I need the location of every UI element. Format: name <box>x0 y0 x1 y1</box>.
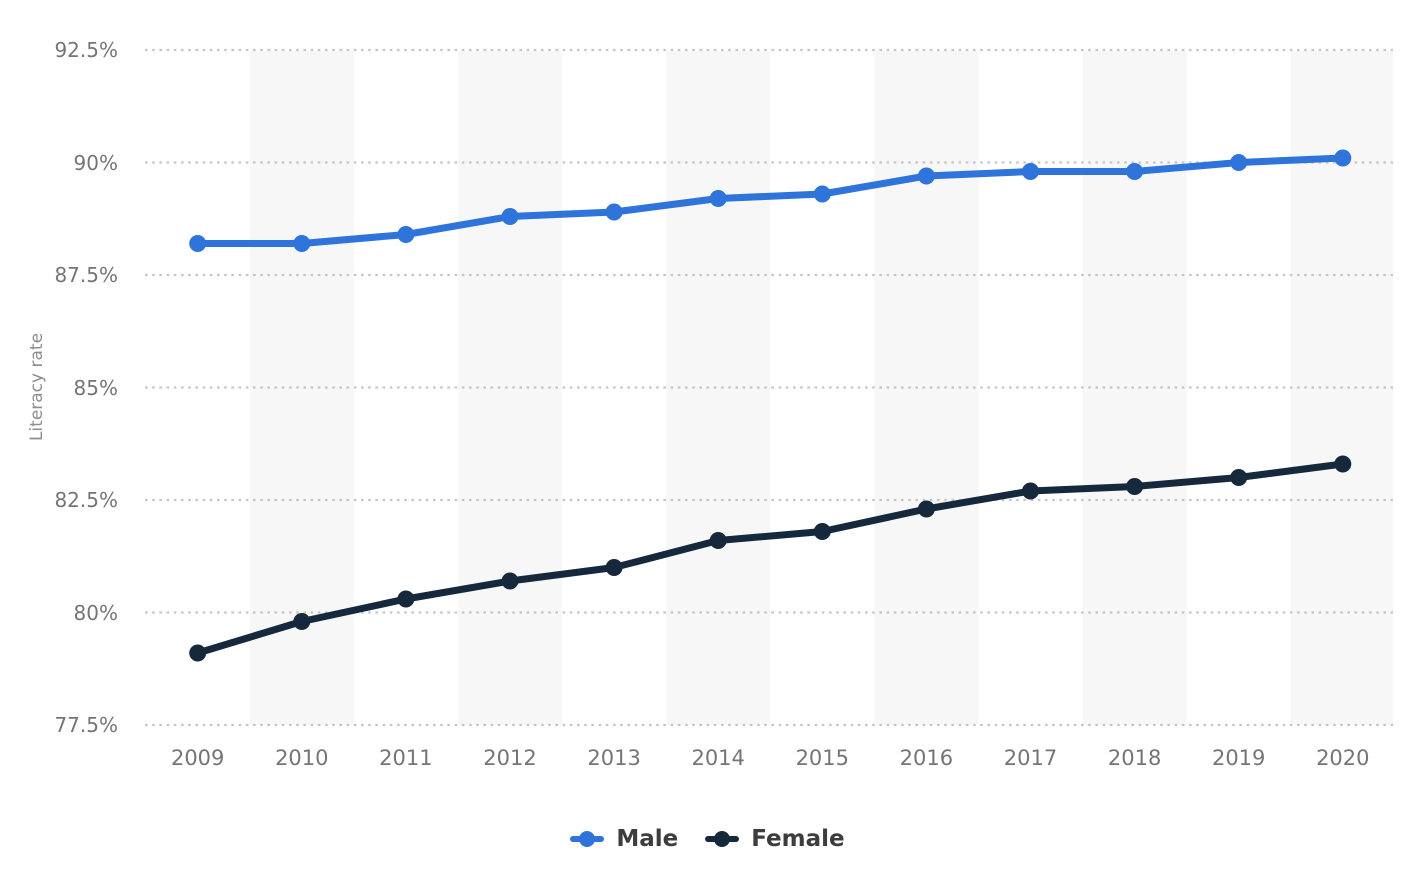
x-tick-label-2015: 2015 <box>795 746 850 770</box>
y-tick-label-92.5: 92.5% <box>54 38 118 62</box>
x-tick-label-2016: 2016 <box>899 746 954 770</box>
legend-label-female: Female <box>751 826 845 852</box>
female-point-2010[interactable] <box>293 613 311 630</box>
legend-item-male[interactable]: Male <box>569 826 678 852</box>
column-band-2018 <box>1082 51 1187 725</box>
x-tick-label-2013: 2013 <box>587 746 641 770</box>
female-line <box>194 460 1347 657</box>
x-tick-label-2018: 2018 <box>1107 746 1162 770</box>
x-tick-label-2011: 2011 <box>379 746 433 770</box>
column-band-2014 <box>666 51 771 725</box>
female-series-marker-icon <box>705 831 740 847</box>
female-point-2009[interactable] <box>189 644 207 662</box>
column-band-2012 <box>457 51 563 725</box>
female-point-2019[interactable] <box>1230 469 1248 486</box>
male-point-2019[interactable] <box>1230 154 1248 171</box>
male-point-2009[interactable] <box>189 235 207 252</box>
female-point-2012[interactable] <box>501 572 519 590</box>
y-tick-label-77.5: 77.5% <box>54 713 118 737</box>
male-point-2011[interactable] <box>397 226 415 243</box>
x-tick-label-2014: 2014 <box>691 746 745 770</box>
male-point-2017[interactable] <box>1022 163 1039 180</box>
column-band-2016 <box>874 51 979 725</box>
male-point-2020[interactable] <box>1334 149 1352 167</box>
female-point-2016[interactable] <box>917 500 935 518</box>
y-tick-label-90: 90% <box>73 150 118 175</box>
female-point-2014[interactable] <box>709 532 727 549</box>
background-bands <box>249 51 1393 725</box>
x-tick-label-2010: 2010 <box>275 746 329 770</box>
female-series <box>189 455 1352 662</box>
female-point-2011[interactable] <box>397 590 415 608</box>
y-tick-label-82.5: 82.5% <box>54 488 118 512</box>
male-series-marker-icon <box>570 831 605 847</box>
female-point-2013[interactable] <box>605 559 623 576</box>
x-tick-label-2012: 2012 <box>483 746 537 770</box>
x-tick-label-2009: 2009 <box>170 746 225 770</box>
male-point-2015[interactable] <box>813 185 831 203</box>
male-point-2014[interactable] <box>709 190 727 207</box>
male-line <box>194 154 1347 247</box>
legend: Male Female <box>0 822 1414 856</box>
legend-label-male: Male <box>616 826 679 852</box>
legend-item-female[interactable]: Female <box>704 826 845 852</box>
male-point-2012[interactable] <box>501 208 519 225</box>
male-series <box>189 149 1352 252</box>
female-point-2020[interactable] <box>1334 455 1352 473</box>
x-tick-label-2017: 2017 <box>1003 746 1058 770</box>
female-point-2015[interactable] <box>813 523 831 540</box>
male-point-2010[interactable] <box>293 235 311 252</box>
female-point-2018[interactable] <box>1126 478 1144 495</box>
male-point-2018[interactable] <box>1126 163 1144 180</box>
y-tick-label-87.5: 87.5% <box>54 263 118 287</box>
x-tick-label-2020: 2020 <box>1316 746 1370 770</box>
x-tick-label-2019: 2019 <box>1211 746 1266 770</box>
female-point-2017[interactable] <box>1022 482 1039 500</box>
male-point-2013[interactable] <box>605 203 623 221</box>
y-tick-label-85: 85% <box>73 375 118 400</box>
y-tick-label-80: 80% <box>73 600 118 625</box>
male-point-2016[interactable] <box>917 167 935 185</box>
